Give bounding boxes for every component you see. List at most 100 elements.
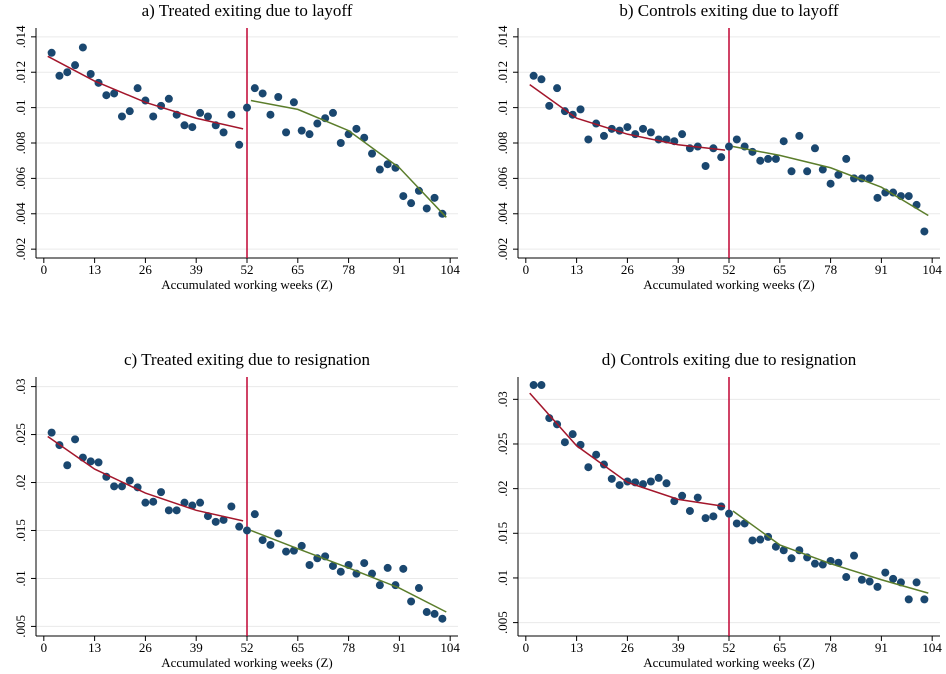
point <box>282 547 291 556</box>
point <box>889 574 898 583</box>
point <box>375 581 384 590</box>
point <box>110 482 119 491</box>
y-tick-label: .005 <box>495 611 510 634</box>
y-tick-label: .008 <box>13 132 28 155</box>
x-tick-label: 52 <box>241 262 254 277</box>
point <box>615 481 624 490</box>
point <box>297 541 306 550</box>
y-tick-label: .015 <box>13 519 28 542</box>
x-tick-label: 52 <box>723 640 736 655</box>
point <box>86 457 95 466</box>
point <box>842 573 851 582</box>
point <box>701 514 710 523</box>
point <box>164 94 173 103</box>
x-tick-label: 0 <box>523 640 530 655</box>
point <box>172 506 181 515</box>
fit-line <box>47 435 244 522</box>
point <box>756 156 765 165</box>
point <box>71 435 80 444</box>
y-tick-label: .002 <box>13 238 28 261</box>
point <box>717 153 726 162</box>
point <box>795 131 804 140</box>
point <box>771 542 780 551</box>
y-tick-label: .015 <box>495 522 510 545</box>
x-tick-label: 13 <box>570 262 583 277</box>
point <box>313 119 322 128</box>
fit-line <box>250 529 447 613</box>
x-tick-label: 26 <box>621 640 635 655</box>
point <box>764 154 773 163</box>
y-tick-label: .01 <box>13 570 28 586</box>
point <box>787 554 796 563</box>
point <box>157 488 166 497</box>
x-tick-label: 104 <box>440 262 460 277</box>
point <box>560 438 569 447</box>
point <box>78 43 87 52</box>
point <box>857 575 866 584</box>
point <box>243 103 251 112</box>
point <box>47 428 56 437</box>
point <box>810 559 819 568</box>
point <box>545 101 554 110</box>
point <box>258 536 267 545</box>
point <box>904 595 913 604</box>
y-tick-label: .025 <box>13 423 28 446</box>
point <box>639 124 648 133</box>
point <box>693 493 702 502</box>
point <box>133 84 142 93</box>
point <box>834 170 843 179</box>
point <box>328 561 337 570</box>
point <box>125 107 134 116</box>
point <box>266 110 275 119</box>
y-tick-label: .01 <box>495 99 510 115</box>
x-axis-title: Accumulated working weeks (Z) <box>643 277 814 292</box>
point <box>250 510 259 519</box>
point <box>646 128 655 137</box>
x-tick-label: 0 <box>41 640 48 655</box>
point <box>117 112 126 121</box>
panel-title: b) Controls exiting due to layoff <box>619 1 839 20</box>
panel-title: d) Controls exiting due to resignation <box>602 350 857 369</box>
x-tick-label: 65 <box>773 640 786 655</box>
x-tick-label: 39 <box>672 262 685 277</box>
point <box>149 497 158 506</box>
y-tick-label: .02 <box>13 474 28 490</box>
y-tick-label: .02 <box>495 481 510 497</box>
y-tick-label: .025 <box>495 433 510 456</box>
x-axis-title: Accumulated working weeks (Z) <box>161 277 332 292</box>
y-tick-label: .012 <box>13 61 28 84</box>
x-tick-label: 52 <box>723 262 736 277</box>
point <box>662 479 671 488</box>
point <box>274 93 283 101</box>
point <box>599 131 608 140</box>
point <box>545 414 554 423</box>
point <box>149 112 158 121</box>
point <box>732 519 741 528</box>
point <box>305 561 314 570</box>
point <box>352 124 361 133</box>
point <box>865 577 874 586</box>
x-tick-label: 78 <box>342 640 355 655</box>
point <box>243 526 251 535</box>
point <box>336 567 345 576</box>
fit-line <box>250 99 447 218</box>
point <box>889 188 898 197</box>
point <box>71 61 80 70</box>
point <box>117 482 126 491</box>
point <box>297 126 306 135</box>
point <box>258 89 267 98</box>
point <box>818 165 827 174</box>
point <box>102 91 111 100</box>
point <box>576 105 585 114</box>
point <box>537 75 546 84</box>
point <box>399 192 408 201</box>
point <box>414 186 423 195</box>
point <box>779 137 788 146</box>
x-axis-title: Accumulated working weeks (Z) <box>643 655 814 670</box>
point <box>709 512 718 521</box>
point <box>678 130 687 139</box>
point <box>399 564 408 573</box>
y-tick-label: .004 <box>495 202 510 225</box>
x-tick-label: 91 <box>393 640 406 655</box>
point <box>227 502 236 511</box>
